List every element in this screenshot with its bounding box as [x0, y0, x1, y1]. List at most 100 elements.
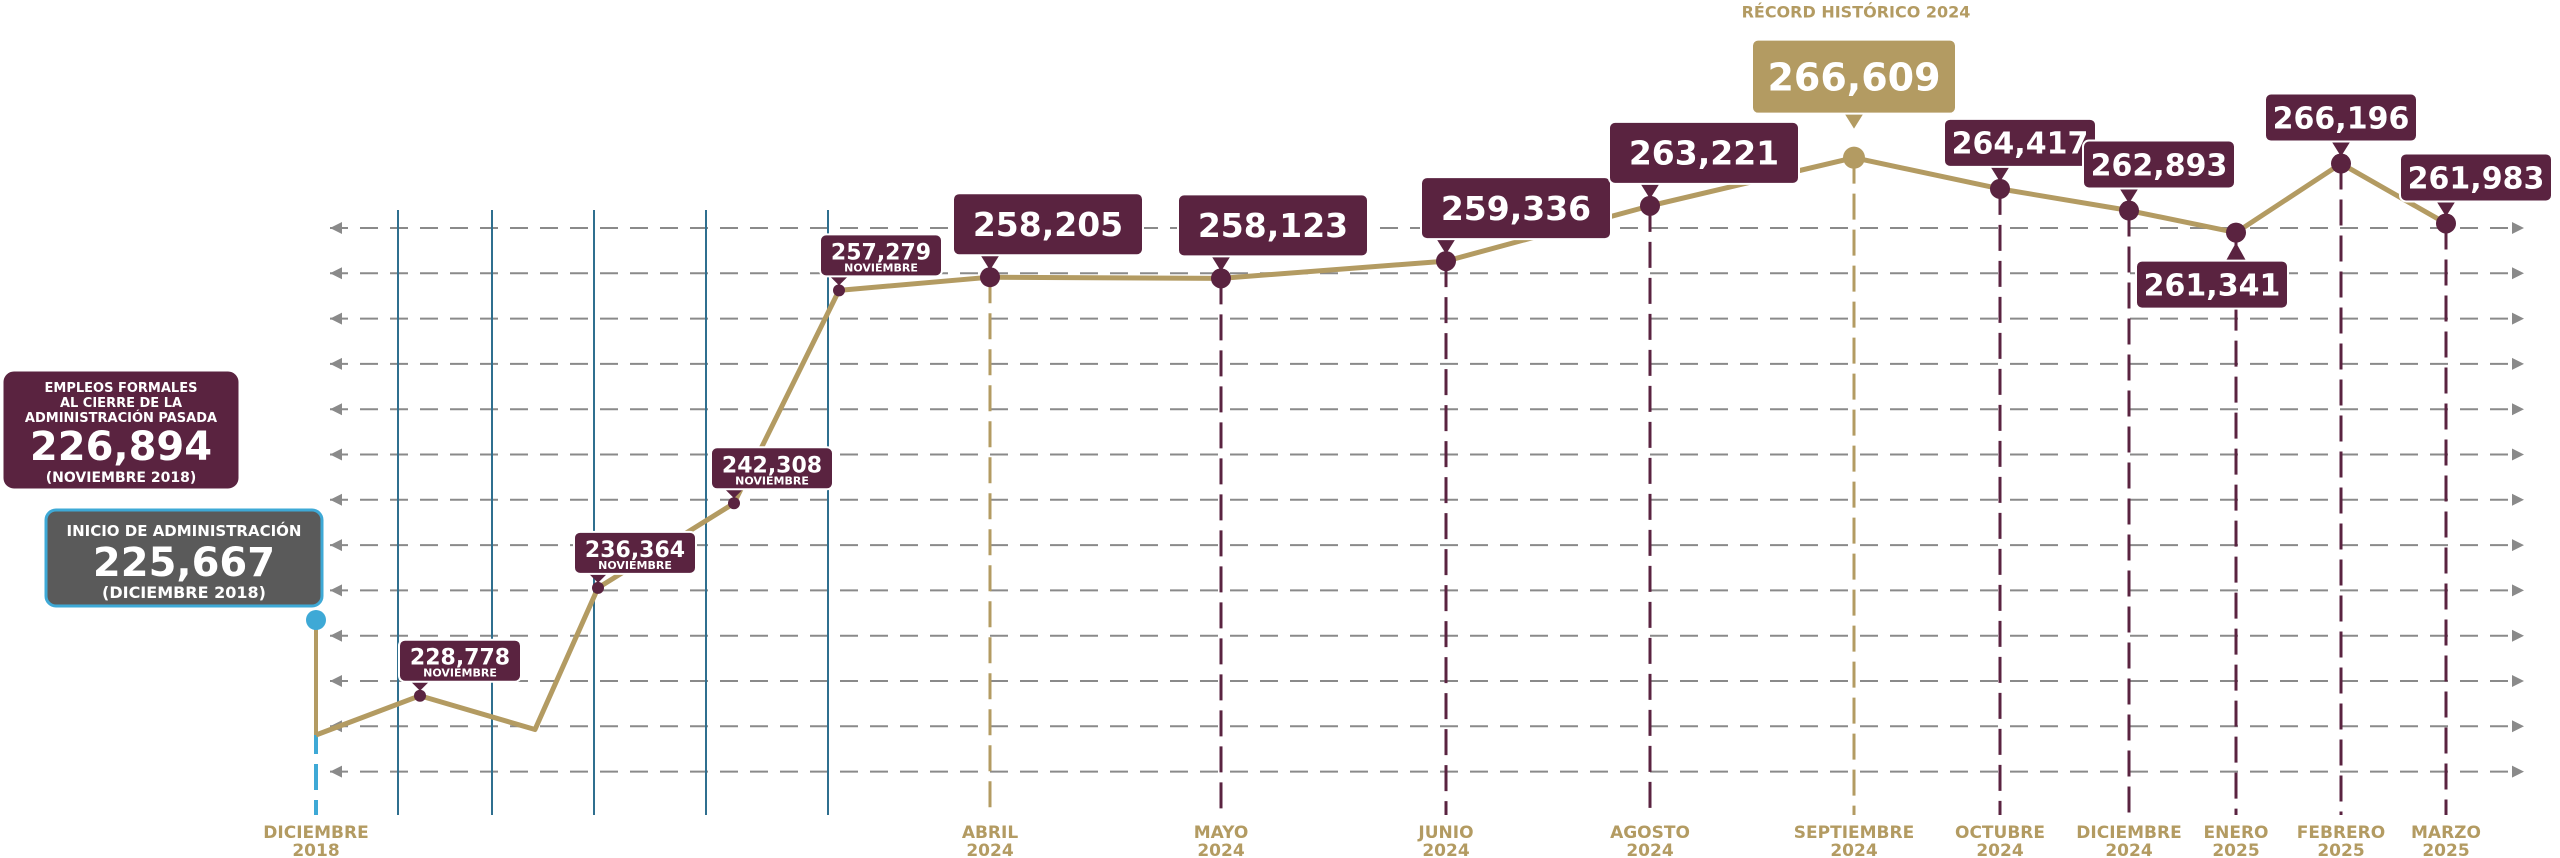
previous-admin-line2: AL CIERRE DE LA: [60, 396, 182, 411]
grid-arrow: [330, 493, 2524, 506]
data-label-value: 262,893: [2091, 148, 2228, 183]
svg-text:2024: 2024: [1830, 841, 1877, 858]
start-admin-line1: INICIO DE ADMINISTRACIÓN: [67, 521, 302, 540]
series-line: [315, 155, 2448, 738]
data-point: [1990, 178, 2010, 199]
grid-arrow: [330, 675, 2524, 687]
svg-text:MARZO: MARZO: [2411, 823, 2481, 843]
data-point: [833, 284, 845, 297]
start-admin-value: 225,667: [93, 540, 275, 586]
data-label: 259,336: [1420, 176, 1612, 255]
data-point: [2331, 153, 2351, 174]
grid-arrow: [330, 403, 2524, 416]
grid-arrow: [330, 448, 2524, 461]
svg-text:OCTUBRE: OCTUBRE: [1955, 823, 2045, 843]
svg-text:AGOSTO: AGOSTO: [1610, 823, 1690, 843]
data-label-value: 228,778: [410, 646, 510, 671]
data-label-value: 264,417: [1952, 127, 2089, 162]
data-label: 258,205: [952, 192, 1144, 271]
data-point: [1436, 251, 1456, 272]
data-label: 261,341: [2135, 242, 2289, 310]
data-point: [1843, 146, 1865, 169]
svg-text:SEPTIEMBRE: SEPTIEMBRE: [1794, 823, 1914, 843]
grid-arrow: [330, 629, 2524, 642]
data-point: [1640, 195, 1660, 216]
svg-text:2025: 2025: [2317, 841, 2364, 858]
data-label-sub: NOVIEMBRE: [735, 474, 809, 487]
data-label-value: 261,983: [2408, 161, 2545, 196]
svg-text:2024: 2024: [1422, 841, 1469, 858]
svg-text:MAYO: MAYO: [1194, 823, 1249, 843]
grid-arrow: [330, 357, 2524, 370]
svg-text:2024: 2024: [1976, 841, 2023, 858]
data-point: [2119, 200, 2139, 221]
data-label-value: 257,279: [831, 240, 931, 265]
svg-text:ENERO: ENERO: [2204, 823, 2269, 843]
previous-admin-callout: EMPLEOS FORMALES AL CIERRE DE LA ADMINIS…: [0, 368, 242, 492]
data-label-sub: NOVIEMBRE: [598, 559, 672, 572]
data-label-value: 258,205: [973, 205, 1123, 244]
svg-text:FEBRERO: FEBRERO: [2297, 823, 2385, 843]
previous-admin-line3: ADMINISTRACIÓN PASADA: [25, 410, 217, 426]
grid-arrow: [330, 312, 2524, 325]
data-label-sub: NOVIEMBRE: [844, 261, 918, 274]
previous-admin-date: (NOVIEMBRE 2018): [46, 470, 196, 486]
previous-admin-value: 226,894: [30, 424, 212, 470]
start-admin-callout: INICIO DE ADMINISTRACIÓN 225,667 (DICIEM…: [44, 508, 324, 608]
data-label: 266,196: [2264, 92, 2418, 157]
svg-text:2025: 2025: [2422, 841, 2469, 858]
data-label-value: 266,609: [1767, 55, 1940, 99]
svg-text:DICIEMBRE: DICIEMBRE: [2076, 823, 2181, 843]
svg-text:2024: 2024: [966, 841, 1013, 858]
start-admin-date: (DICIEMBRE 2018): [102, 583, 266, 602]
data-point: [414, 689, 426, 702]
data-point: [980, 267, 1000, 288]
data-label: 262,893: [2082, 139, 2236, 204]
svg-text:2024: 2024: [2105, 841, 2152, 858]
series-line-group: [314, 155, 2448, 738]
data-point: [1211, 268, 1231, 289]
data-label-value: 242,308: [722, 453, 822, 478]
data-labels-group: 228,778NOVIEMBRE236,364NOVIEMBRE242,308N…: [398, 3, 2553, 691]
data-label-value: 263,221: [1629, 134, 1779, 173]
data-label: 263,221: [1608, 120, 1800, 199]
svg-text:2024: 2024: [1197, 841, 1244, 858]
data-label-value: 259,336: [1441, 189, 1591, 228]
data-label-value: 258,123: [1198, 206, 1348, 245]
data-point: [2226, 222, 2246, 243]
svg-text:2018: 2018: [292, 841, 339, 858]
svg-text:2024: 2024: [1626, 841, 1673, 858]
data-label: 266,609 RÉCORD HISTÓRICO 2024: [1742, 3, 1971, 129]
data-points-group: [306, 146, 2456, 702]
previous-admin-line1: EMPLEOS FORMALES: [45, 381, 198, 396]
data-label-value: 236,364: [585, 538, 685, 563]
data-label: 258,123: [1177, 193, 1369, 272]
svg-text:DICIEMBRE: DICIEMBRE: [263, 823, 368, 843]
record-label: RÉCORD HISTÓRICO 2024: [1742, 3, 1971, 22]
svg-text:2025: 2025: [2212, 841, 2259, 858]
data-point: [728, 497, 740, 510]
vertical-month-lines: [314, 157, 2448, 815]
data-point: [306, 610, 326, 630]
data-label-sub: NOVIEMBRE: [423, 667, 497, 680]
grid-arrow: [330, 584, 2524, 597]
data-point: [2436, 213, 2456, 234]
data-label-value: 261,341: [2144, 268, 2281, 303]
data-label: 264,417: [1943, 117, 2097, 182]
data-label-value: 266,196: [2273, 101, 2410, 136]
